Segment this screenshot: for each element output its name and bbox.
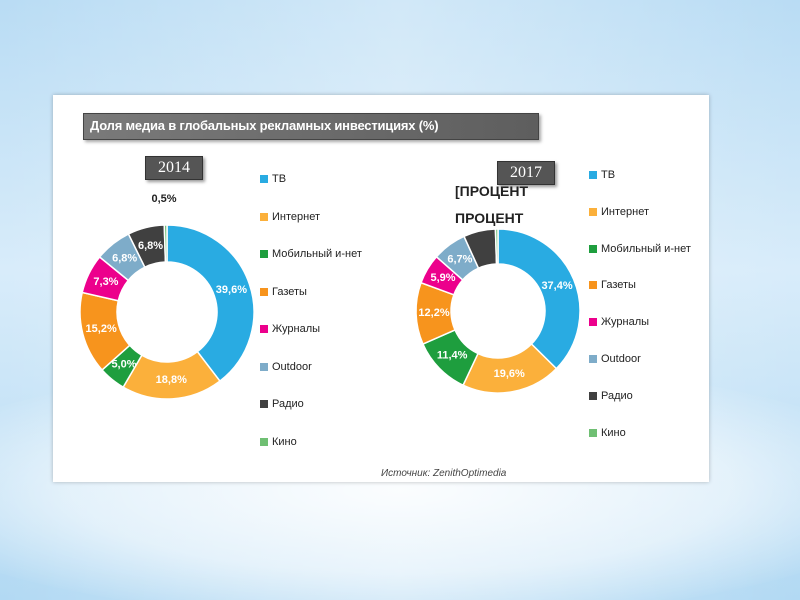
legend-item-мобильный-и-нет: Мобильный и-нет — [260, 248, 362, 260]
legend-label: Интернет — [272, 210, 320, 223]
donut-chart-2014: 39,6% 18,8% 5,0% 15,2% 7,3% 6,8%6,8% 0,5% — [79, 193, 255, 400]
data-label-журналы: 7,3% — [93, 276, 118, 288]
legend-label: Кино — [272, 435, 297, 448]
slice-тв — [497, 228, 581, 370]
legend-item-интернет: Интернет — [260, 211, 320, 223]
legend-label: Радио — [272, 398, 304, 410]
year-badge-2017: 2017 — [497, 161, 555, 185]
overlay-text-line2: ПРОЦЕНТ — [455, 210, 524, 226]
data-label-интернет: 19,6% — [494, 368, 525, 380]
legend-swatch — [260, 400, 268, 408]
data-label-газеты: 12,2% — [418, 307, 449, 319]
legend-swatch — [589, 171, 597, 179]
legend-swatch — [260, 325, 268, 333]
source-note: Источник: ZenithOptimedia — [381, 468, 507, 479]
data-label-тв: 39,6% — [216, 284, 247, 296]
data-label-outdoor: 6,8% — [112, 253, 137, 265]
legend-swatch — [589, 391, 597, 400]
chart-panel: Доля медиа в глобальных рекламных инвест… — [53, 95, 709, 482]
legend-label: Мобильный и-нет — [601, 242, 691, 255]
data-label-мобильный-и-нет: 5,0% — [111, 359, 136, 371]
data-label-интернет: 18,8% — [156, 374, 187, 386]
legend-swatch — [260, 212, 268, 221]
legend-swatch — [260, 437, 268, 446]
legend-swatch — [589, 355, 597, 363]
title-bar: Доля медиа в глобальных рекламных инвест… — [83, 113, 539, 140]
legend-swatch — [260, 250, 268, 258]
donut-chart-2017: 37,4% 19,6% 11,4% 12,2% 5,9% 6,7% — [415, 228, 581, 394]
legend-label: Журналы — [272, 323, 321, 335]
slice-тв — [166, 224, 255, 383]
legend-item-кино: Кино — [260, 436, 297, 448]
data-label-outdoor: 6,7% — [447, 253, 472, 265]
legend-label: Мобильный и-нет — [272, 248, 362, 260]
slice-кино — [494, 228, 499, 265]
legend-swatch — [589, 428, 597, 437]
data-label-журналы: 5,9% — [430, 272, 455, 284]
slice-кино — [163, 224, 168, 263]
legend-label: Интернет — [601, 205, 649, 218]
legend-item-тв: ТВ — [589, 169, 615, 181]
legend-label: ТВ — [272, 173, 287, 185]
legend-swatch — [589, 281, 597, 290]
chart-title: Доля медиа в глобальных рекламных инвест… — [90, 118, 439, 133]
legend-item-кино: Кино — [589, 427, 626, 439]
legend-swatch — [589, 244, 597, 253]
legend-item-интернет: Интернет — [589, 206, 649, 218]
data-label-тв: 37,4% — [541, 280, 572, 292]
legend-label: Кино — [601, 426, 626, 439]
legend-item-радио: Радио — [589, 390, 633, 402]
legend-swatch — [589, 207, 597, 216]
legend-label: Газеты — [272, 285, 307, 298]
legend-label: Журналы — [601, 316, 650, 329]
legend-item-радио: Радио — [260, 398, 304, 410]
legend-swatch — [589, 318, 597, 327]
legend-item-outdoor: Outdoor — [260, 361, 312, 373]
legend-swatch — [260, 362, 268, 371]
legend-label: Радио — [601, 389, 633, 402]
legend-label: ТВ — [601, 169, 616, 181]
year-badge-2014: 2014 — [145, 156, 203, 180]
legend-item-журналы: Журналы — [260, 323, 320, 335]
legend-item-газеты: Газеты — [260, 286, 307, 298]
legend-swatch — [260, 287, 268, 296]
legend-item-журналы: Журналы — [589, 316, 649, 328]
legend-item-газеты: Газеты — [589, 279, 636, 291]
legend-item-мобильный-и-нет: Мобильный и-нет — [589, 243, 691, 255]
legend-label: Outdoor — [272, 360, 312, 373]
legend-swatch — [260, 175, 268, 183]
data-label-газеты: 15,2% — [86, 323, 117, 335]
data-label-кино: 0,5% — [151, 193, 176, 205]
legend-label: Газеты — [601, 279, 636, 292]
overlay-text-line1: [ПРОЦЕНТ — [455, 183, 528, 199]
legend-label: Outdoor — [601, 353, 641, 365]
data-label-радио: 6,8% — [138, 240, 163, 252]
data-label-мобильный-и-нет: 11,4% — [437, 350, 468, 362]
legend-item-outdoor: Outdoor — [589, 353, 641, 365]
legend-item-тв: ТВ — [260, 173, 286, 185]
